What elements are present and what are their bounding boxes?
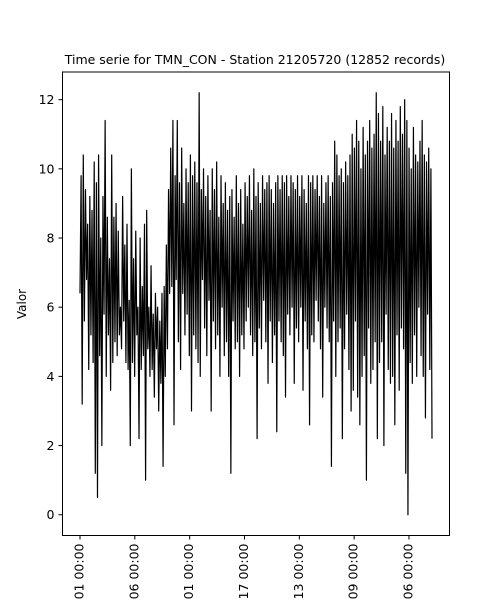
chart-title: Time serie for TMN_CON - Station 2120572…: [64, 52, 446, 67]
x-tick-label: 09 00:00: [346, 543, 361, 599]
x-tick-label: 06 00:00: [126, 543, 141, 599]
series-line: [79, 92, 433, 516]
y-tick-label: 10: [39, 161, 55, 176]
x-tick-label: 01 00:00: [72, 543, 87, 599]
x-tick-label: 13 00:00: [291, 543, 306, 599]
y-axis-label: Valor: [15, 289, 29, 319]
series-layer: [79, 92, 433, 516]
y-tick-label: 4: [47, 369, 55, 384]
x-axis: 01 00:00 06 00:00 01 00:00 17 00:00 13 00:00…: [72, 535, 415, 599]
y-axis: 0 2 4 6 8 10 12: [39, 92, 63, 522]
plot-area: [62, 71, 450, 536]
x-tick-label: 17 00:00: [236, 543, 251, 599]
y-tick-label: 2: [47, 438, 55, 453]
y-tick-label: 12: [39, 92, 55, 107]
y-tick-label: 8: [47, 231, 55, 246]
y-tick-label: 0: [47, 507, 55, 522]
x-tick-label: 01 00:00: [181, 543, 196, 599]
x-tick-label: 06 00:00: [400, 543, 415, 599]
y-tick-label: 6: [47, 300, 55, 315]
